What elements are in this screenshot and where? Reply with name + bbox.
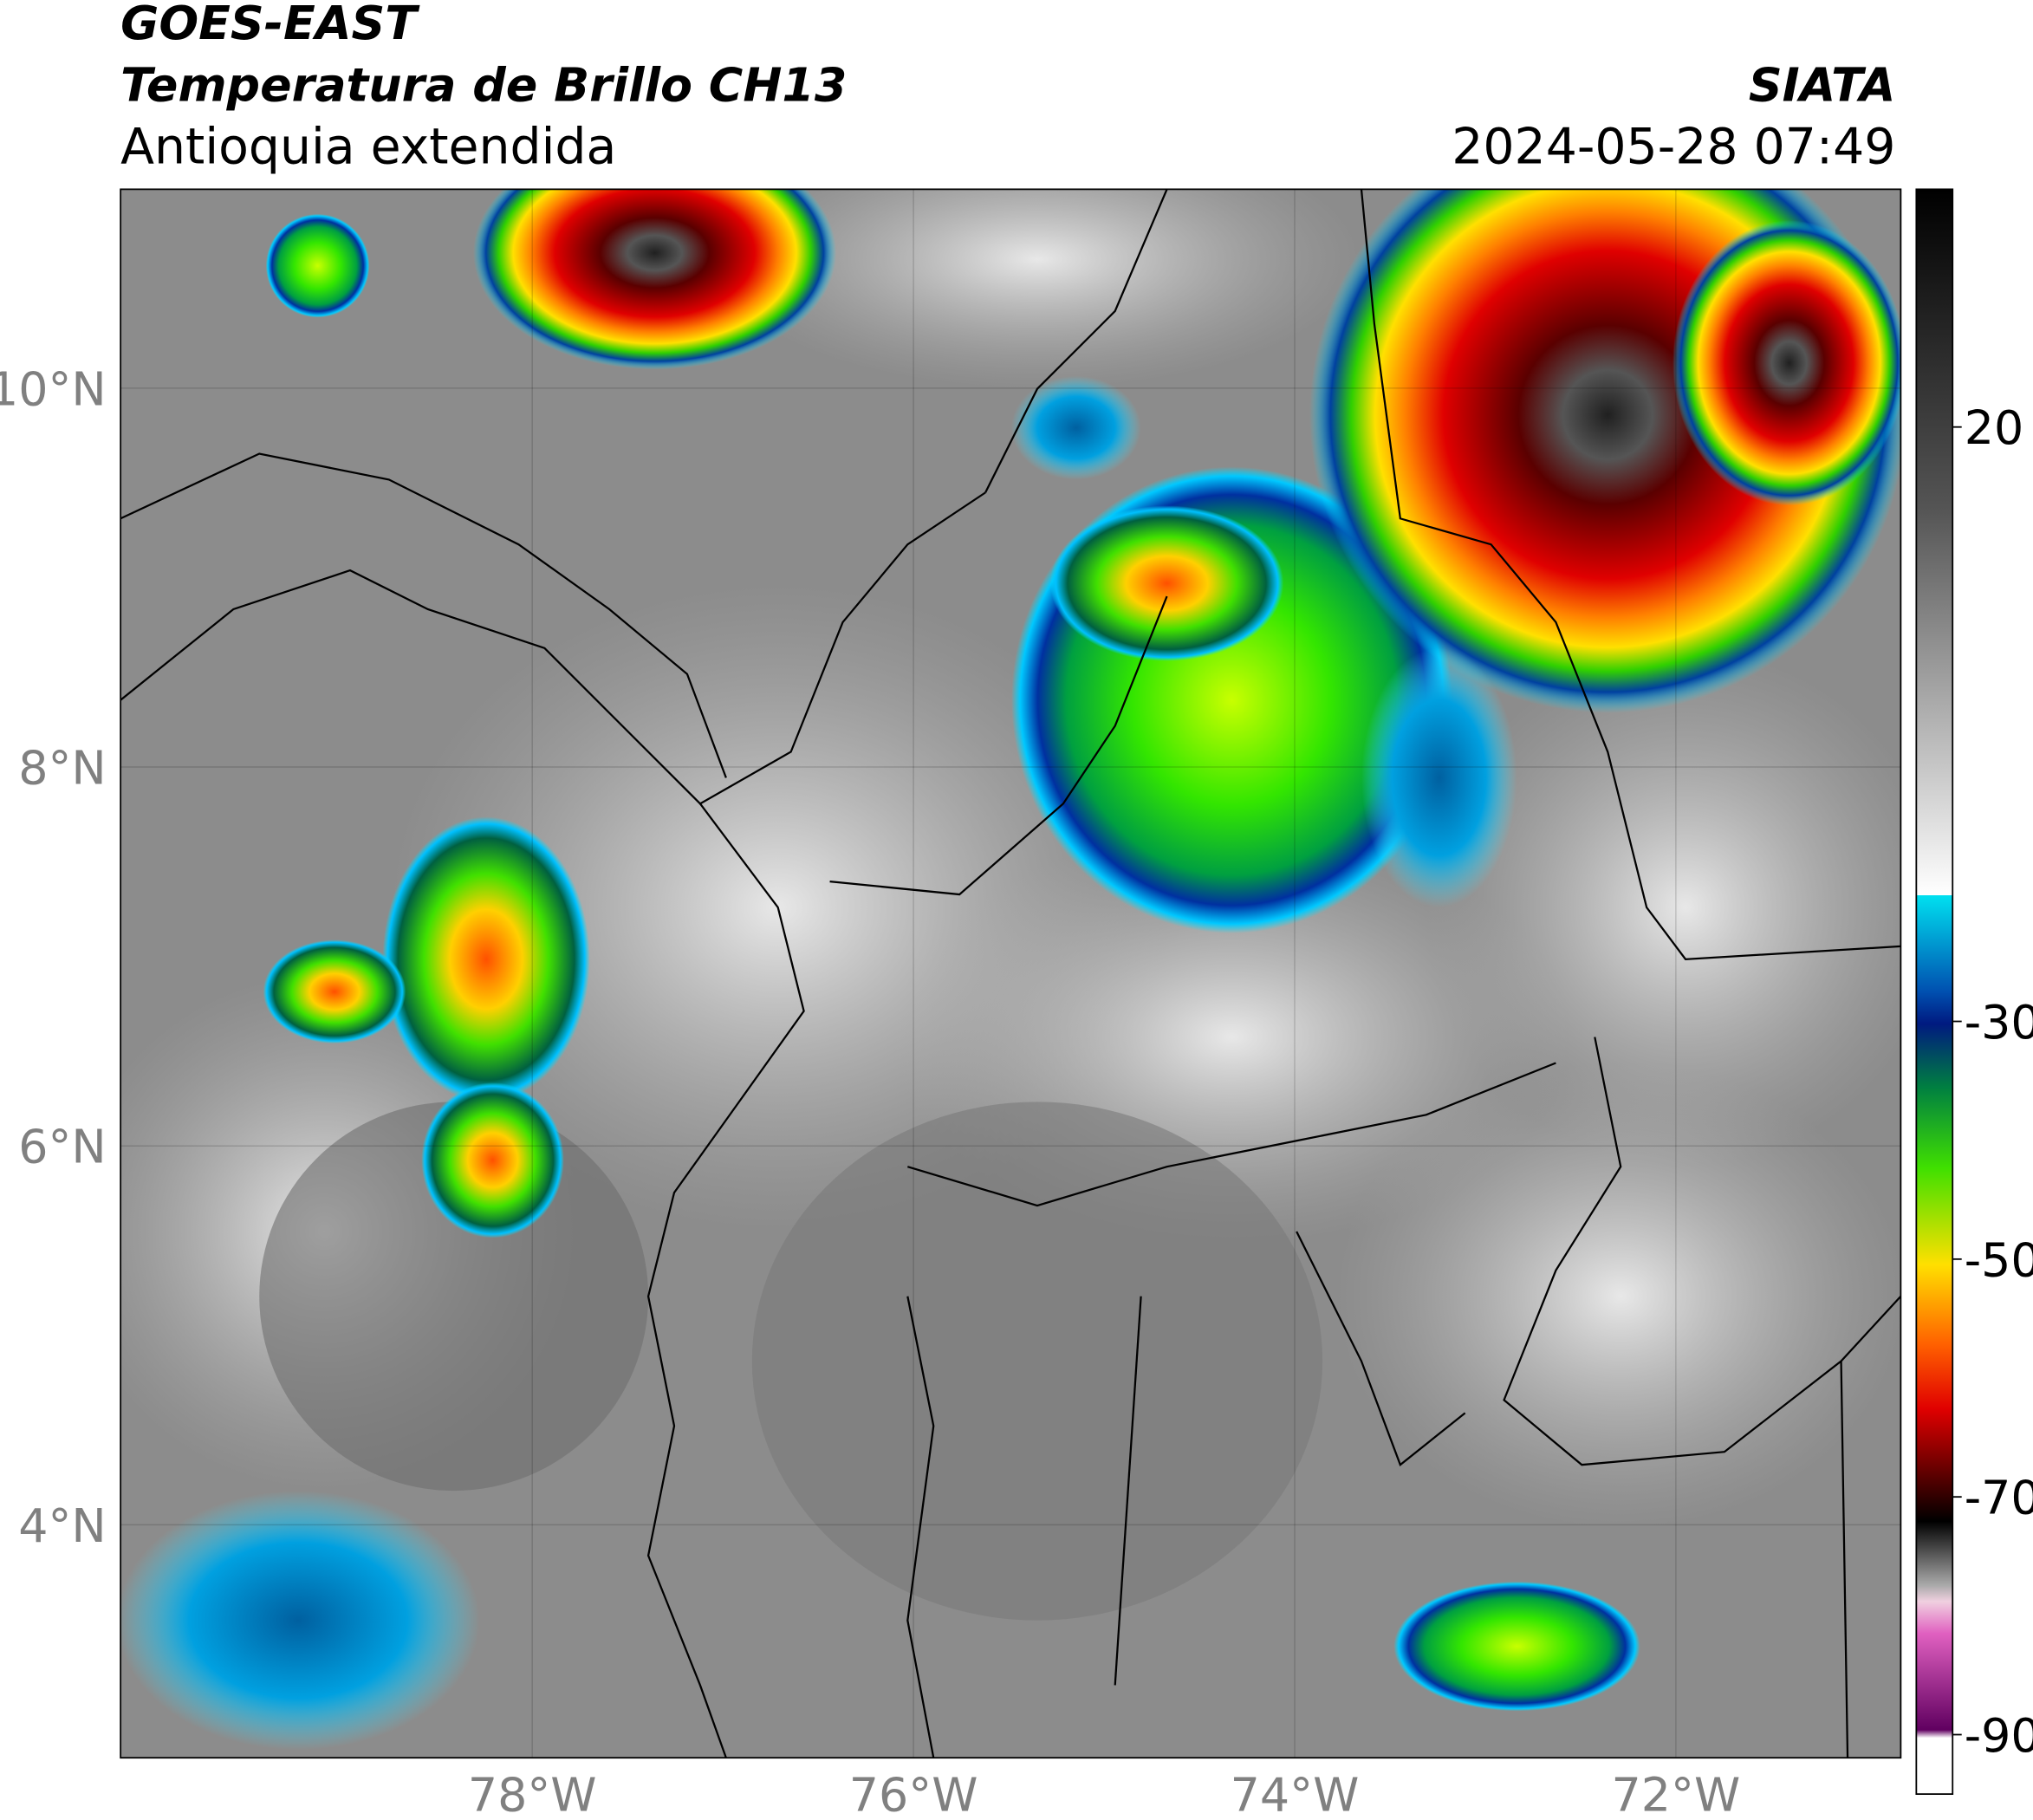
colorbar-tick-label: -90 [1965, 1708, 2033, 1763]
x-tick-label: 78°W [468, 1768, 597, 1820]
cloud [1335, 1063, 1901, 1530]
storm [421, 1082, 564, 1238]
x-tick-label: 76°W [849, 1768, 978, 1820]
borders [120, 189, 1901, 1758]
grid [120, 189, 1901, 1758]
product: Temperatura de Brillo CH13 [120, 58, 847, 113]
source: SIATA [1749, 58, 1896, 113]
colorbar-tick-label: -30 [1965, 995, 2033, 1050]
y-tick-label: 8°N [18, 740, 106, 795]
storm [382, 816, 590, 1102]
x-tick-label: 74°W [1231, 1768, 1360, 1820]
storm [1049, 505, 1284, 661]
storm [265, 213, 370, 318]
cloud [1426, 647, 1901, 1167]
cloud-free [751, 1102, 1323, 1621]
colorbar-tick-label: -50 [1965, 1232, 2033, 1287]
y-tick-label: 10°N [0, 361, 107, 416]
storm [473, 189, 836, 370]
storm [1361, 647, 1517, 908]
cloud [713, 189, 1361, 389]
y-tick-label: 6°N [18, 1120, 106, 1174]
storm [1011, 375, 1141, 480]
datetime: 2024-05-28 07:49 [1452, 118, 1895, 175]
colorbar [1915, 188, 1954, 1795]
storm [1393, 1581, 1640, 1712]
storm [120, 1491, 480, 1751]
x-tick-label: 72°W [1612, 1768, 1741, 1820]
storm [263, 939, 406, 1044]
colorbar-tick-label: -70 [1965, 1471, 2033, 1525]
title: GOES-EAST [120, 0, 420, 50]
region: Antioquia extendida [120, 118, 616, 175]
colorbar-tick-label: 20 [1965, 400, 2024, 455]
storm [1673, 220, 1901, 506]
y-tick-label: 4°N [18, 1498, 106, 1553]
satellite-image [120, 189, 1901, 1758]
map-frame [120, 188, 1902, 1759]
